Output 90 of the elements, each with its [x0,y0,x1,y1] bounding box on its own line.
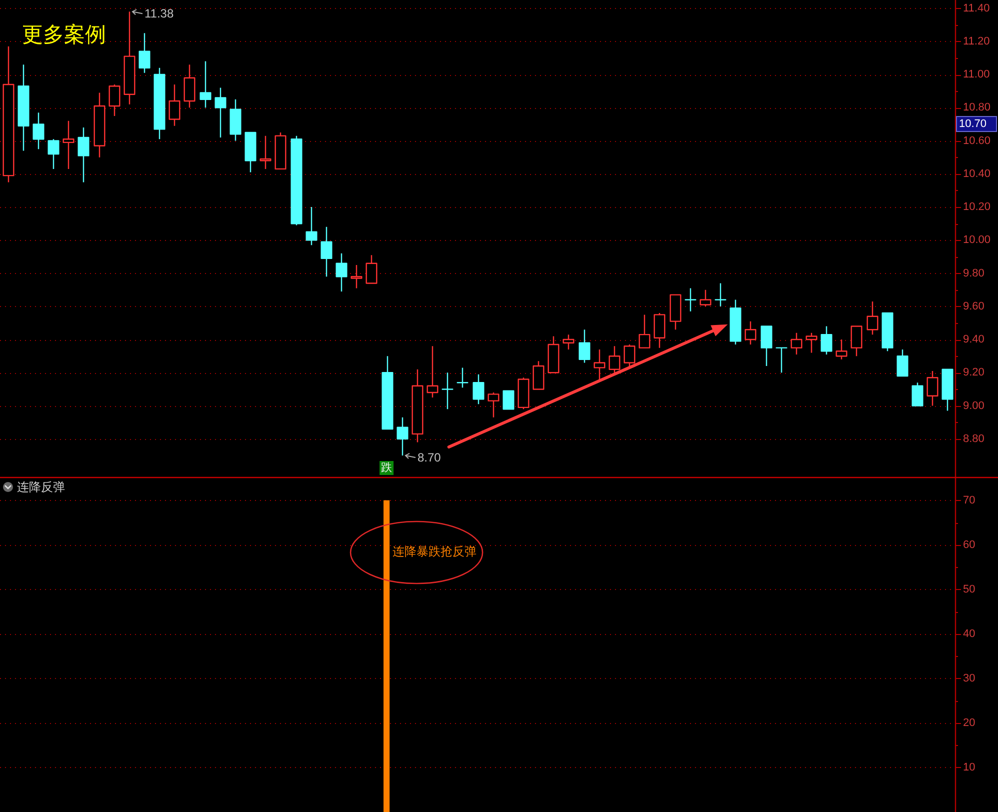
candlestick [62,120,74,170]
candlestick [456,367,468,388]
candlestick [412,368,424,443]
candlestick [638,314,650,348]
y-tick-label: 60 [963,538,976,551]
y-tick-label: 10.40 [963,168,991,180]
candlestick [942,368,954,412]
candlestick [806,332,818,354]
y-tick-label: 9.60 [963,300,984,312]
candlestick [744,320,756,346]
candlestick [230,98,242,142]
candlestick [124,10,136,105]
candlestick [578,328,590,364]
candlestick [290,135,302,226]
y-tick-label: 10.20 [963,201,991,214]
candlestick [366,254,378,284]
candlestick [396,416,408,456]
candlestick [926,370,938,406]
candlestick [94,92,106,158]
candlestick [382,355,394,430]
y-tick-label: 70 [963,494,976,506]
candlestick [214,87,226,138]
y-tick-label: 11.00 [963,68,990,81]
candlestick [350,264,362,289]
candlestick [912,382,924,406]
y-tick-label: 30 [963,672,976,684]
candlestick [820,326,832,356]
candlestick [760,326,772,367]
candlestick [336,252,348,292]
candlestick [548,336,560,374]
candlestick [700,289,712,308]
candlestick [2,46,14,183]
text: 10.70 [959,118,987,130]
y-tick-label: 8.80 [963,432,984,445]
candlestick [48,138,60,170]
candlestick [562,334,574,350]
candlestick [260,135,272,170]
annotation: 连降暴跌抢反弹 [392,544,477,558]
candlestick [882,312,894,352]
candlestick [684,288,696,312]
candlestick [488,392,500,418]
annotation: 8.70 [418,450,442,464]
candlestick [184,64,196,108]
candlestick [154,67,166,140]
candlestick [836,338,848,360]
y-tick-label: 11.40 [963,2,990,14]
candlestick [594,348,606,382]
y-tick-label: 9.40 [963,334,984,346]
candlestick [244,132,256,173]
candlestick [502,390,514,410]
candlestick [426,346,438,398]
y-tick-label: 40 [963,628,976,640]
candlestick [730,299,742,346]
y-tick-label: 11.20 [963,35,990,48]
candlestick [790,332,802,356]
y-tick-label: 20 [963,716,976,729]
candlestick [670,294,682,330]
y-tick-label: 10.60 [963,134,991,147]
annotation: 更多案例 [22,22,106,46]
candlestick [850,326,862,357]
candlestick [306,206,318,246]
candlestick [274,132,286,170]
y-tick-label: 9.80 [963,267,984,280]
candlestick [200,60,212,108]
candlestick [654,312,666,348]
y-tick-label: 10.80 [963,102,991,114]
candlestick [532,360,544,390]
candlestick [108,84,120,117]
candlestick [320,226,332,278]
y-tick-label: 9.00 [963,400,984,412]
candlestick [896,348,908,377]
candlestick [518,377,530,410]
candlestick [776,347,788,374]
y-tick-label: 50 [963,583,976,596]
candlestick [138,32,150,74]
candlestick [32,112,44,150]
y-tick-label: 10 [963,761,976,774]
annotation: 11.38 [144,6,174,21]
candlestick [714,282,726,308]
candlestick [442,372,454,410]
y-tick-label: 10.00 [963,234,991,246]
candlestick [866,300,878,336]
candlestick [608,346,620,374]
candlestick [624,344,636,368]
y-tick-label: 9.20 [963,366,984,379]
chart-title: 连降反弹 [17,480,65,494]
candlestick [168,84,180,126]
candlestick [18,64,30,152]
candlestick [472,374,484,405]
candlestick [78,126,90,183]
